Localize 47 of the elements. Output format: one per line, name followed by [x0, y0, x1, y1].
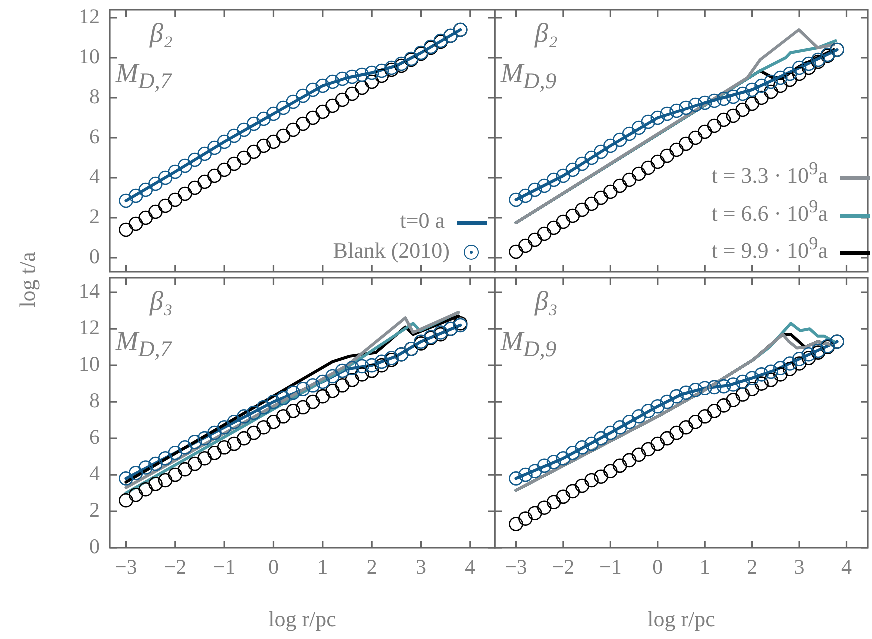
annotation: β₃ [150, 286, 173, 317]
x-axis-title: log r/pc [268, 606, 337, 632]
y-tick-label: 0 [90, 244, 100, 269]
y-tick-label: 6 [90, 425, 100, 450]
legend-label: t = 3.3 · 10$^{9}$a [712, 159, 828, 188]
annotation: M$_{D,9}$ [501, 326, 557, 362]
x-tick-label: −3 [505, 555, 528, 580]
x-tick-label: −2 [552, 555, 575, 580]
x-tick-label: 0 [652, 555, 664, 580]
y-tick-label: 4 [90, 164, 100, 189]
legend-label: t = 9.9 · 10$^{9}$a [712, 234, 828, 263]
y-tick-label: 12 [79, 316, 100, 340]
x-tick-label: 2 [366, 555, 378, 580]
annotation: β₂ [150, 18, 173, 49]
annotation: M$_{D,9}$ [501, 58, 557, 94]
x-tick-label: 4 [465, 555, 476, 580]
y-axis-title: log t/a [15, 252, 41, 308]
x-tick-label: −2 [164, 555, 187, 580]
y-tick-label: 2 [90, 498, 100, 522]
annotation: β₃ [535, 286, 558, 317]
x-tick-label: 3 [416, 555, 426, 580]
annotation: M$_{D,7}$ [116, 58, 172, 94]
x-axis-title: log r/pc [648, 606, 716, 632]
x-tick-label: −1 [213, 555, 236, 580]
x-tick-label: 1 [318, 555, 328, 580]
legend-label: t=0 a [400, 208, 445, 233]
x-tick-label: 4 [842, 555, 853, 580]
annotation: M$_{D,7}$ [116, 326, 172, 362]
y-tick-label: 10 [79, 44, 100, 69]
y-tick-label: 0 [90, 534, 100, 559]
y-tick-label: 12 [79, 4, 100, 29]
annotation: β₂ [535, 18, 558, 49]
y-tick-label: 8 [90, 84, 100, 109]
y-tick-label: 10 [79, 352, 100, 376]
x-tick-label: 1 [700, 555, 710, 580]
y-tick-label: 2 [90, 204, 100, 229]
x-tick-label: 3 [794, 555, 805, 580]
x-tick-label: −3 [115, 555, 138, 580]
y-tick-label: 6 [90, 124, 100, 149]
x-tick-label: −1 [600, 555, 622, 580]
legend-label: t = 6.6 · 10$^{9}$a [712, 196, 828, 226]
x-tick-label: 0 [268, 555, 279, 580]
y-tick-label: 4 [90, 462, 100, 486]
x-tick-label: 2 [747, 555, 758, 580]
legend-label: Blank (2010) [333, 238, 450, 263]
y-tick-label: 14 [79, 279, 100, 304]
y-tick-label: 8 [90, 388, 100, 413]
